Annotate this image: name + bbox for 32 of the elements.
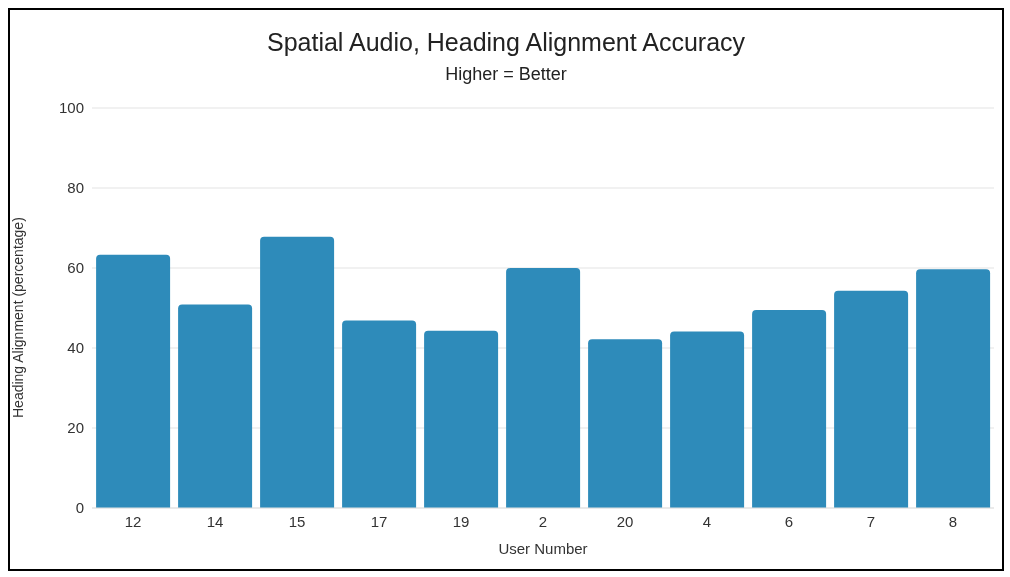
chart-title: Spatial Audio, Heading Alignment Accuracy (265, 28, 747, 57)
y-tick-label: 20 (67, 419, 84, 437)
x-tick-label: 17 (370, 512, 388, 530)
bar (506, 268, 581, 508)
bar (260, 236, 335, 508)
x-tick-label: 19 (452, 512, 470, 530)
y-tick-label: 60 (67, 259, 84, 277)
y-tick-label: 100 (58, 99, 84, 117)
y-tick-label: 80 (67, 179, 84, 197)
bar (424, 330, 499, 508)
x-axis-title: User Number (498, 540, 588, 557)
bar (588, 339, 663, 508)
x-tick-label: 8 (948, 512, 958, 530)
bar (96, 254, 171, 508)
x-tick-label: 20 (616, 512, 634, 530)
x-tick-label: 2 (538, 512, 548, 530)
bar (178, 304, 253, 508)
y-axis-title: Heading Alignment (percentage) (9, 217, 26, 418)
bar (670, 331, 745, 508)
x-tick-label: 15 (288, 512, 306, 530)
x-tick-label: 4 (702, 512, 712, 530)
x-tick-label: 7 (866, 512, 876, 530)
bar (342, 320, 417, 508)
chart-subtitle: Higher = Better (444, 64, 568, 85)
y-tick-label: 0 (75, 499, 84, 517)
bar (752, 310, 827, 508)
x-tick-label: 12 (124, 512, 142, 530)
y-tick-label: 40 (67, 339, 84, 357)
x-tick-label: 6 (784, 512, 794, 530)
bar (916, 269, 991, 508)
bar (834, 290, 909, 508)
x-tick-label: 14 (206, 512, 224, 530)
